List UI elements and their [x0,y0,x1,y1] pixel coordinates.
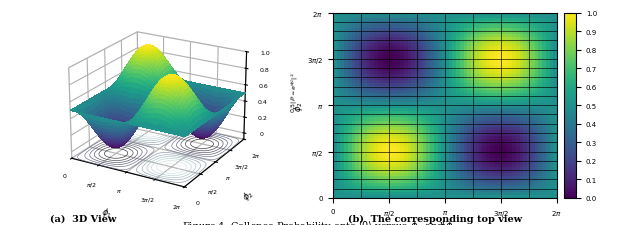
X-axis label: $\phi_1$: $\phi_1$ [440,219,450,225]
Text: (a)  3D View: (a) 3D View [50,214,116,223]
Y-axis label: $\phi_2$: $\phi_2$ [239,186,256,203]
X-axis label: $\phi_1$: $\phi_1$ [100,205,114,220]
Text: (b)  The corresponding top view: (b) The corresponding top view [348,214,522,223]
Y-axis label: $\phi_2$: $\phi_2$ [292,100,305,111]
Text: Figure 4: Collapse Probability onto $|0\rangle$ versus $\phi_1$ and $\phi_2$: Figure 4: Collapse Probability onto $|0\… [182,218,458,225]
